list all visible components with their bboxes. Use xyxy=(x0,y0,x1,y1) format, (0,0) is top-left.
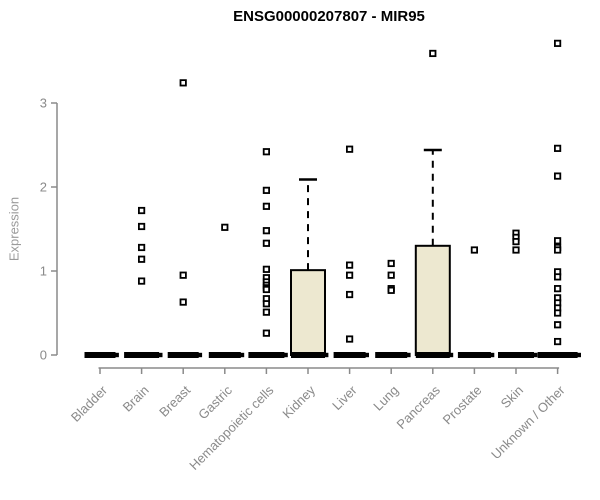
zero-point-nub xyxy=(197,352,203,358)
median-bar xyxy=(167,352,199,358)
zero-point-nub xyxy=(283,352,288,358)
outlier-point xyxy=(554,144,562,152)
outlier-point xyxy=(221,223,229,231)
median-bar xyxy=(498,352,534,358)
median-bar xyxy=(375,352,408,358)
outlier-point xyxy=(554,321,562,329)
outlier-point xyxy=(262,227,271,235)
outlier-point xyxy=(429,49,437,58)
outlier-point xyxy=(262,265,271,273)
median-bar xyxy=(457,352,491,358)
box-group-skin xyxy=(498,229,538,358)
zero-point-nub xyxy=(324,352,329,358)
box-group-liver xyxy=(333,145,369,358)
x-tick-label-liver: Liver xyxy=(329,382,360,413)
zero-point-nub xyxy=(239,352,245,358)
y-tick-label: 2 xyxy=(40,180,47,195)
zero-point-nub xyxy=(406,352,411,358)
median-bar xyxy=(415,352,450,358)
box-group-breast xyxy=(167,79,203,358)
box-group-bladder xyxy=(84,352,119,358)
outlier-point xyxy=(554,309,562,317)
outlier-point xyxy=(179,79,187,87)
zero-point-nub xyxy=(448,352,454,358)
box-group-pancreas xyxy=(414,49,454,358)
zero-point-nub xyxy=(114,352,119,358)
zero-point-nub xyxy=(576,352,581,358)
outlier-point xyxy=(554,39,562,47)
box-rect xyxy=(290,269,326,356)
box-group-brain xyxy=(124,206,163,358)
box-group-kidney xyxy=(290,178,329,358)
x-tick-label-bladder: Bladder xyxy=(68,382,111,425)
median-bar xyxy=(291,352,325,358)
outlier-point xyxy=(262,202,271,210)
x-tick-label-lung: Lung xyxy=(370,383,401,414)
outlier-point xyxy=(512,237,520,246)
outlier-point xyxy=(512,246,520,254)
x-tick-label-skin: Skin xyxy=(498,383,526,411)
box-group-prostate xyxy=(457,246,495,358)
chart-title: ENSG00000207807 - MIR95 xyxy=(233,8,425,25)
zero-point-nub xyxy=(364,352,369,358)
outlier-point xyxy=(554,273,562,281)
outlier-point xyxy=(262,186,271,194)
outlier-point xyxy=(554,246,562,254)
x-tick-label-prostate: Prostate xyxy=(440,383,485,428)
box-group-unknown-other xyxy=(537,39,581,358)
zero-point-nub xyxy=(158,352,163,358)
outlier-point xyxy=(554,237,562,245)
y-tick-label: 1 xyxy=(40,264,47,279)
outlier-point xyxy=(262,148,271,156)
outlier-point xyxy=(262,308,271,316)
outlier-point xyxy=(345,145,354,153)
x-tick-label-unknown-other: Unknown / Other xyxy=(488,382,568,462)
median-bar xyxy=(537,352,578,358)
outlier-point xyxy=(387,286,395,294)
outlier-point xyxy=(345,271,354,279)
outlier-point xyxy=(137,243,146,252)
outlier-point xyxy=(387,271,395,279)
outlier-point xyxy=(137,206,146,215)
zero-point-nub xyxy=(489,352,495,358)
outlier-point xyxy=(137,277,146,285)
outlier-point xyxy=(345,290,354,299)
median-bar xyxy=(124,352,160,358)
outlier-point xyxy=(345,335,354,343)
box-group-gastric xyxy=(208,223,245,358)
x-tick-label-breast: Breast xyxy=(156,382,193,419)
outlier-point xyxy=(554,285,562,293)
outlier-point xyxy=(554,172,562,180)
median-bar xyxy=(84,352,116,358)
x-tick-label-kidney: Kidney xyxy=(279,382,318,421)
median-bar xyxy=(248,352,285,358)
y-axis-title: Expression xyxy=(6,196,22,262)
x-tick-label-brain: Brain xyxy=(120,383,152,415)
outlier-point xyxy=(470,246,479,254)
outlier-point xyxy=(137,255,146,263)
x-tick-label-gastric: Gastric xyxy=(195,382,235,422)
outlier-point xyxy=(387,259,395,268)
box-group-hematopoietic-cells xyxy=(248,148,288,358)
outlier-point xyxy=(345,261,354,269)
outlier-point xyxy=(262,300,271,308)
y-tick-label: 0 xyxy=(40,348,47,363)
x-tick-label-pancreas: Pancreas xyxy=(393,382,443,432)
outlier-point xyxy=(179,271,187,279)
outlier-point xyxy=(137,222,146,231)
outlier-point xyxy=(262,329,271,337)
median-bar xyxy=(208,352,241,358)
outlier-point xyxy=(262,239,271,247)
box-group-lung xyxy=(375,259,411,358)
box-rect xyxy=(414,244,451,356)
outlier-point xyxy=(262,285,271,294)
y-tick-label: 3 xyxy=(40,96,47,111)
zero-point-nub xyxy=(533,352,538,358)
outlier-point xyxy=(179,298,187,306)
median-bar xyxy=(333,352,366,358)
outlier-point xyxy=(554,337,562,346)
